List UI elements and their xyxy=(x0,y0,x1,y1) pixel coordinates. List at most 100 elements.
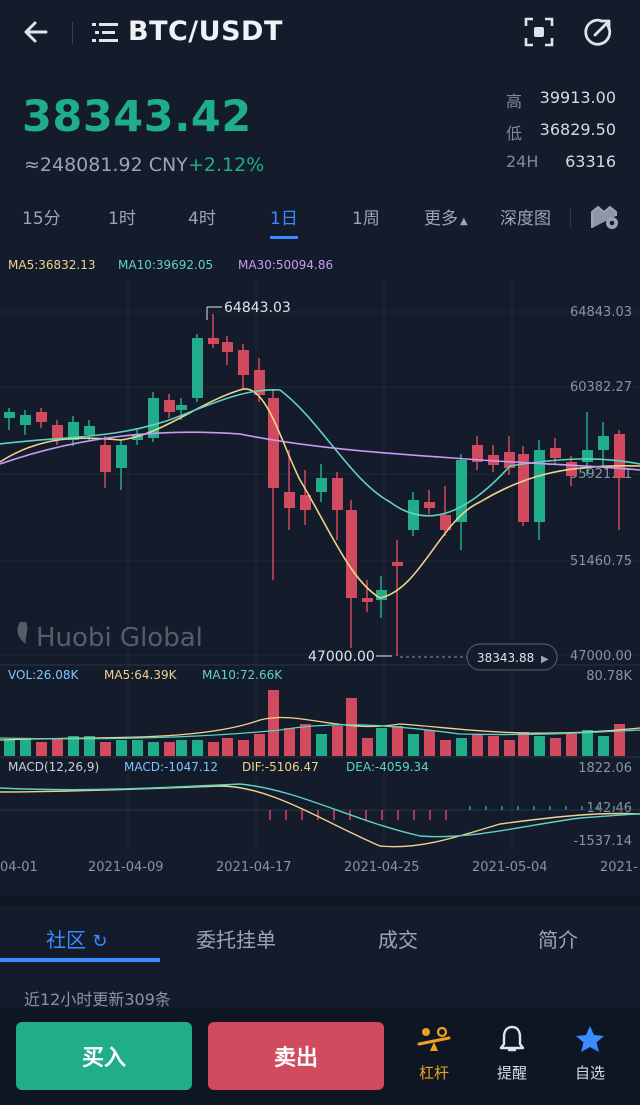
candle xyxy=(346,510,357,598)
candle xyxy=(300,495,311,510)
leverage-button[interactable]: 杠杆 xyxy=(406,1024,462,1083)
tab-community[interactable]: 社区 ↻ xyxy=(46,924,107,953)
volume-bar xyxy=(472,734,483,756)
action-bar: 买入 卖出 杠杆 提醒 自选 xyxy=(0,1008,640,1105)
candle xyxy=(164,400,175,412)
volume-bar xyxy=(504,740,515,756)
volume-bar xyxy=(52,738,63,756)
candle xyxy=(424,502,435,508)
candles xyxy=(4,314,625,656)
share-icon[interactable] xyxy=(582,16,614,48)
low-marker: 47000.00 xyxy=(308,649,375,665)
tab-open-orders[interactable]: 委托挂单 xyxy=(196,928,276,952)
alert-label: 提醒 xyxy=(496,1064,527,1082)
candle xyxy=(268,398,279,488)
price-change: +2.12% xyxy=(188,154,265,176)
x-tick: 04-01 xyxy=(0,860,38,875)
macd-tick: 142.46 xyxy=(587,801,633,816)
volume-bar xyxy=(284,728,295,756)
y-tick: 64843.03 xyxy=(570,305,632,320)
tab-depth[interactable]: 深度图 xyxy=(500,209,551,229)
candle xyxy=(192,338,203,398)
volume-bars xyxy=(0,690,640,756)
candle xyxy=(254,370,265,395)
huobi-flame-icon xyxy=(17,622,28,644)
candle xyxy=(598,436,609,450)
watermark-text: Huobi Global xyxy=(36,623,203,653)
watchlist-button[interactable]: 自选 xyxy=(562,1024,618,1083)
pair-title[interactable]: BTC/USDT xyxy=(128,16,283,47)
refresh-icon: ↻ xyxy=(92,931,108,952)
volume-24h-value: 63316 xyxy=(565,152,616,171)
candle xyxy=(238,350,249,375)
candle xyxy=(440,515,451,530)
volume-bar xyxy=(222,738,233,756)
candle xyxy=(518,454,529,522)
chart-grid xyxy=(0,280,640,852)
tab-1d[interactable]: 1日 xyxy=(270,209,298,229)
candle xyxy=(392,562,403,566)
tab-4h[interactable]: 4时 xyxy=(188,209,216,229)
x-tick: 2021-04-09 xyxy=(88,860,164,875)
back-arrow-icon[interactable] xyxy=(20,16,52,48)
tab-more[interactable]: 更多 ▲ xyxy=(424,204,468,229)
header-divider xyxy=(72,22,73,44)
low-value: 36829.50 xyxy=(539,120,616,139)
volume-bar xyxy=(346,698,357,756)
alert-button[interactable]: 提醒 xyxy=(484,1024,540,1083)
volume-bar xyxy=(614,724,625,756)
x-tick: 2021- xyxy=(600,860,638,875)
volume-bar xyxy=(300,724,311,756)
leverage-icon xyxy=(417,1026,451,1051)
y-tick: 60382.27 xyxy=(570,380,632,395)
volume-bar xyxy=(392,726,403,756)
volume-bar xyxy=(68,736,79,756)
tab-trades[interactable]: 成交 xyxy=(378,928,418,952)
volume-bar xyxy=(254,734,265,756)
menu-list-icon[interactable] xyxy=(92,22,118,44)
dea-line xyxy=(0,783,640,838)
tab-intro[interactable]: 简介 xyxy=(538,928,578,952)
tab-15m[interactable]: 15分 xyxy=(22,209,61,229)
vol-max-tick: 80.78K xyxy=(586,669,632,684)
tab-1h[interactable]: 1时 xyxy=(108,209,136,229)
volume-bar xyxy=(4,740,15,756)
macd-params-label: MACD(12,26,9) xyxy=(8,760,99,774)
chart-settings-icon[interactable] xyxy=(590,204,620,230)
candle xyxy=(376,590,387,600)
candle xyxy=(534,450,545,522)
y-tick: 51460.75 xyxy=(570,554,632,569)
volume-bar xyxy=(582,730,593,756)
buy-button[interactable]: 买入 xyxy=(16,1022,192,1090)
volume-bar xyxy=(566,734,577,756)
watermark: Huobi Global xyxy=(17,622,203,653)
current-price-tag[interactable] xyxy=(466,643,558,671)
volume-bar xyxy=(208,742,219,756)
macd-tick: -1537.14 xyxy=(574,834,632,849)
sell-button[interactable]: 卖出 xyxy=(208,1022,384,1090)
volume-bar xyxy=(238,740,249,756)
dea-label: DEA:-4059.34 xyxy=(346,760,429,774)
low-label: 低 xyxy=(506,124,523,143)
tab-1w[interactable]: 1周 xyxy=(352,209,380,229)
candle xyxy=(116,445,127,468)
tab-community-label: 社区 xyxy=(46,928,86,952)
candle xyxy=(4,412,15,418)
kline-chart-svg[interactable]: Huobi Global MA5:36832.13 MA10:39692.05 … xyxy=(0,240,640,880)
info-tabs: 社区 ↻ 委托挂单 成交 简介 xyxy=(0,896,640,966)
candle xyxy=(550,448,561,458)
candle xyxy=(408,500,419,530)
vol-ma10-label: MA10:72.66K xyxy=(202,668,283,682)
volume-bar xyxy=(488,736,499,756)
current-price-tag-value: 38343.88 xyxy=(477,651,534,665)
chevron-right-icon: ▶ xyxy=(541,654,549,665)
kline-chart[interactable]: Huobi Global MA5:36832.13 MA10:39692.05 … xyxy=(0,240,640,880)
high-value: 39913.00 xyxy=(539,88,616,107)
macd-value-label: MACD:-1047.12 xyxy=(124,760,218,774)
x-tick: 2021-04-17 xyxy=(216,860,292,875)
high-label: 高 xyxy=(506,92,523,111)
candle xyxy=(208,338,219,344)
candle xyxy=(52,425,63,440)
scan-icon[interactable] xyxy=(524,17,554,47)
candle xyxy=(332,478,343,510)
